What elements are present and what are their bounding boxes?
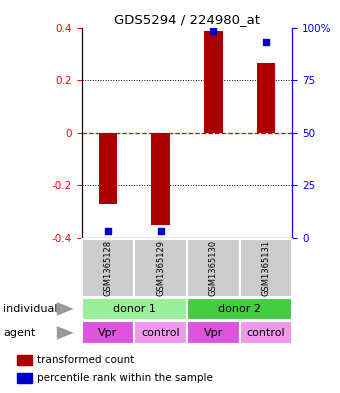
Bar — [82, 239, 134, 297]
Bar — [82, 321, 134, 344]
Text: GSM1365131: GSM1365131 — [261, 240, 271, 296]
Text: Vpr: Vpr — [98, 328, 118, 338]
Text: percentile rank within the sample: percentile rank within the sample — [37, 373, 213, 383]
Text: donor 1: donor 1 — [113, 304, 156, 314]
Bar — [17, 373, 32, 383]
Point — [158, 228, 163, 234]
Polygon shape — [57, 302, 73, 316]
Point — [263, 39, 269, 45]
Text: control: control — [141, 328, 180, 338]
Point — [210, 28, 216, 35]
Text: transformed count: transformed count — [37, 354, 134, 365]
Point — [105, 228, 110, 234]
Bar — [187, 321, 240, 344]
Bar — [99, 132, 117, 204]
Bar — [204, 31, 223, 132]
Text: Vpr: Vpr — [204, 328, 223, 338]
Bar — [240, 321, 292, 344]
Polygon shape — [57, 326, 73, 340]
Bar — [151, 132, 170, 225]
Bar — [17, 354, 32, 365]
Text: individual: individual — [3, 304, 58, 314]
Text: control: control — [247, 328, 285, 338]
Bar — [134, 321, 187, 344]
Text: donor 2: donor 2 — [218, 304, 261, 314]
Bar — [134, 239, 187, 297]
Text: GSM1365130: GSM1365130 — [209, 240, 218, 296]
Bar — [187, 298, 292, 320]
Bar — [257, 63, 275, 132]
Text: agent: agent — [3, 328, 36, 338]
Bar — [240, 239, 292, 297]
Text: GSM1365128: GSM1365128 — [103, 240, 113, 296]
Title: GDS5294 / 224980_at: GDS5294 / 224980_at — [114, 13, 260, 26]
Bar — [82, 298, 187, 320]
Bar — [187, 239, 240, 297]
Text: GSM1365129: GSM1365129 — [156, 240, 165, 296]
